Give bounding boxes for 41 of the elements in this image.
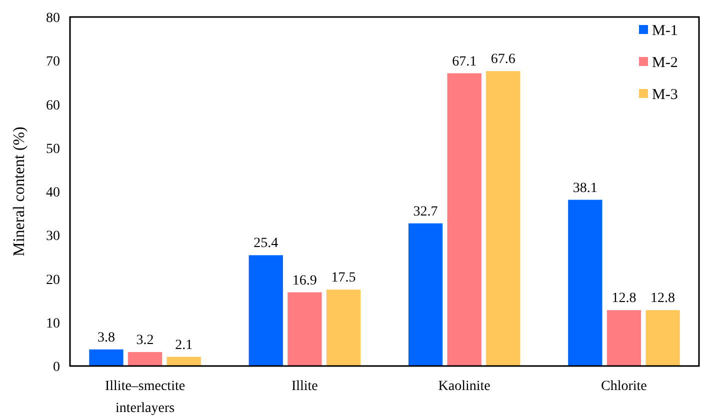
- legend-label: M-2: [652, 55, 678, 71]
- data-label: 67.6: [490, 52, 516, 68]
- bar: [326, 290, 361, 366]
- y-tick-label: 20: [46, 272, 60, 288]
- legend-label: M-3: [652, 87, 678, 103]
- y-tick-label: 30: [46, 229, 60, 244]
- data-label: 3.8: [97, 330, 115, 346]
- x-tick-label: Chlorite: [601, 379, 647, 394]
- y-tick-label: 10: [46, 316, 60, 332]
- data-label: 12.8: [612, 291, 636, 306]
- bar: [606, 310, 642, 366]
- y-tick-label: 70: [46, 54, 60, 70]
- data-label: 3.2: [136, 333, 154, 348]
- data-label: 2.1: [175, 338, 193, 353]
- bar: [89, 349, 124, 366]
- y-tick-label: 0: [53, 360, 60, 375]
- legend-label: M-1: [652, 23, 678, 39]
- data-label: 17.5: [331, 270, 356, 286]
- x-tick-label: Illite: [291, 379, 318, 394]
- data-label: 12.8: [650, 291, 676, 306]
- bar: [408, 223, 443, 366]
- y-axis-title: Mineral content (%): [11, 126, 28, 256]
- y-tick-label: 80: [46, 11, 60, 26]
- x-tick-label: Kaolinite: [438, 379, 490, 394]
- bar: [568, 200, 602, 366]
- y-tick-label: 40: [46, 186, 60, 200]
- y-tick-label: 60: [46, 98, 60, 114]
- bar: [447, 73, 482, 366]
- bar: [128, 352, 162, 366]
- data-label: 32.7: [413, 204, 438, 220]
- data-label: 25.4: [254, 236, 278, 252]
- bar: [646, 310, 680, 366]
- data-label: 67.1: [452, 54, 477, 70]
- bar: [288, 292, 322, 366]
- x-tick-label: Illite–smectite interlayers: [104, 379, 186, 416]
- bar: [486, 71, 520, 366]
- bar: [248, 255, 283, 366]
- data-label: 16.9: [292, 273, 317, 288]
- y-tick-label: 50: [46, 142, 60, 157]
- bar: [166, 356, 201, 366]
- data-label: 38.1: [572, 180, 598, 196]
